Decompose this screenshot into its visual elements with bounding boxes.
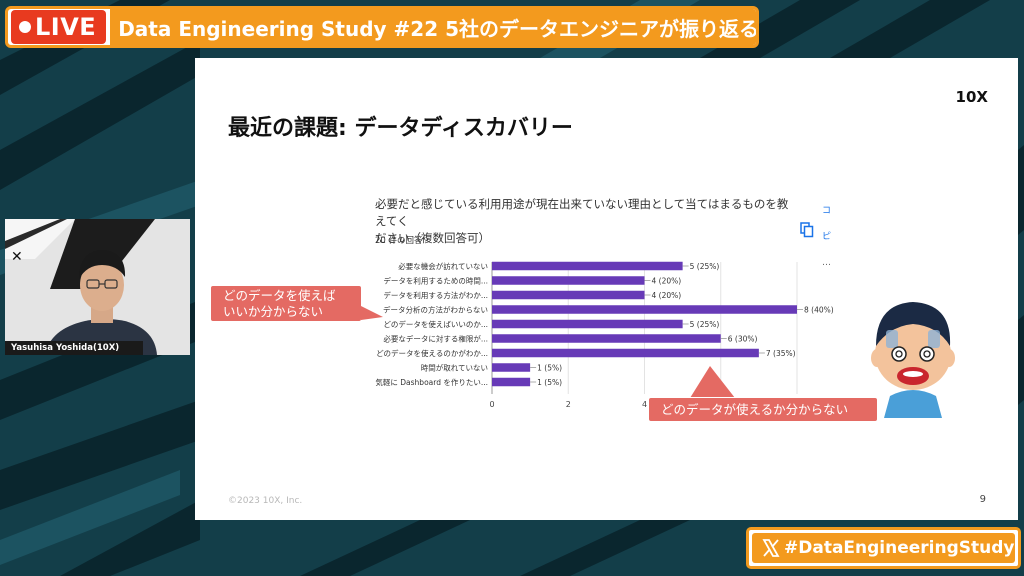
chart-category-label: 時間が取れていない xyxy=(421,363,488,373)
chart-category-label: 必要な機会が訪れていない xyxy=(398,261,488,271)
survey-question-line1: 必要だと感じている利用用途が現在出来ていない理由として当てはまるものを教えてく xyxy=(375,197,789,228)
callout-left-line2: いいか分からない xyxy=(223,304,324,319)
side-char-1: コ xyxy=(822,206,832,216)
callout-left-pointer xyxy=(361,306,383,320)
chart-bar xyxy=(492,261,683,271)
live-badge: LIVE xyxy=(11,10,107,44)
chart-category-label: どのデータを使えるのかがわか... xyxy=(376,348,488,358)
chart-category-label: 必要なデータに対する権限が... xyxy=(383,334,488,344)
callout-right: どのデータが使えるか分からない xyxy=(648,397,878,422)
slide-page-number: 9 xyxy=(979,494,986,505)
chart-x-tick-label: 2 xyxy=(566,400,571,409)
chart-bar xyxy=(492,334,721,343)
chart-category-label: 気軽に Dashboard を作りたい... xyxy=(375,377,488,387)
survey-question: 必要だと感じている利用用途が現在出来ていない理由として当てはまるものを教えてく … xyxy=(375,196,795,247)
copy-side-label: コ ピ … xyxy=(822,198,832,276)
response-count: 20 件の回答 xyxy=(375,236,423,246)
slide-copyright: ©2023 10X, Inc. xyxy=(228,496,303,506)
chart-x-tick-label: 4 xyxy=(642,400,647,409)
speaker-webcam: ✕ xyxy=(5,219,190,355)
chart-bar xyxy=(492,290,645,300)
chart-bar xyxy=(492,377,531,387)
survey-question-line2: ださい（複数回答可） xyxy=(375,231,490,245)
chart-data-label: 8 (40%) xyxy=(804,306,834,315)
chart-data-label: 1 (5%) xyxy=(537,364,562,373)
chart-category-label: データ分析の方法がわからない xyxy=(383,305,488,315)
chart-data-label: 5 (25%) xyxy=(690,320,720,329)
callout-right-pointer xyxy=(690,366,735,398)
copy-icon[interactable] xyxy=(800,222,814,238)
hashtag-text: #DataEngineeringStudy xyxy=(784,538,1015,558)
chart-data-label: 7 (35%) xyxy=(766,349,796,358)
chart-bar xyxy=(492,305,797,314)
callout-left: どのデータを使えば いいか分からない xyxy=(210,285,362,322)
chart-bar xyxy=(492,276,645,285)
chart-bar xyxy=(492,363,531,372)
stream-title: Data Engineering Study #22 5社のデータエンジニアが振… xyxy=(110,9,756,45)
chart-data-label: 4 (20%) xyxy=(652,291,682,300)
chart-category-label: どのデータを使えばいいのか... xyxy=(383,319,488,329)
live-label: LIVE xyxy=(35,13,97,41)
chart-category-label: データを利用するための時間... xyxy=(383,276,488,286)
chart-data-label: 5 (25%) xyxy=(690,262,720,271)
chart-x-tick-label: 0 xyxy=(489,400,494,409)
speaker-video: ✕ xyxy=(5,219,190,355)
company-logo: 10X xyxy=(955,88,988,106)
slide-title: 最近の課題: データディスカバリー xyxy=(228,116,573,141)
chart-data-label: 4 (20%) xyxy=(652,277,682,286)
callout-left-line1: どのデータを使えば xyxy=(223,288,336,303)
side-char-2: ピ xyxy=(822,232,832,242)
worried-boy-illustration xyxy=(871,302,955,418)
survey-bar-chart: 02468必要な機会が訪れていない5 (25%)データを利用するための時間...… xyxy=(375,261,834,409)
chart-data-label: 1 (5%) xyxy=(537,378,562,387)
side-char-3: … xyxy=(822,258,831,268)
x-logo-icon xyxy=(762,539,780,557)
speaker-name-label: Yasuhisa Yoshida(10X) xyxy=(5,341,143,355)
chart-bar xyxy=(492,319,683,329)
hashtag-bar: #DataEngineeringStudy xyxy=(746,527,1021,569)
stream-title-bar: LIVE Data Engineering Study #22 5社のデータエン… xyxy=(5,6,759,48)
live-dot-icon xyxy=(19,21,31,33)
chart-data-label: 6 (30%) xyxy=(728,335,758,344)
chart-bar xyxy=(492,348,759,358)
svg-text:✕: ✕ xyxy=(11,249,23,265)
chart-category-label: データを利用する方法がわか... xyxy=(383,290,488,300)
